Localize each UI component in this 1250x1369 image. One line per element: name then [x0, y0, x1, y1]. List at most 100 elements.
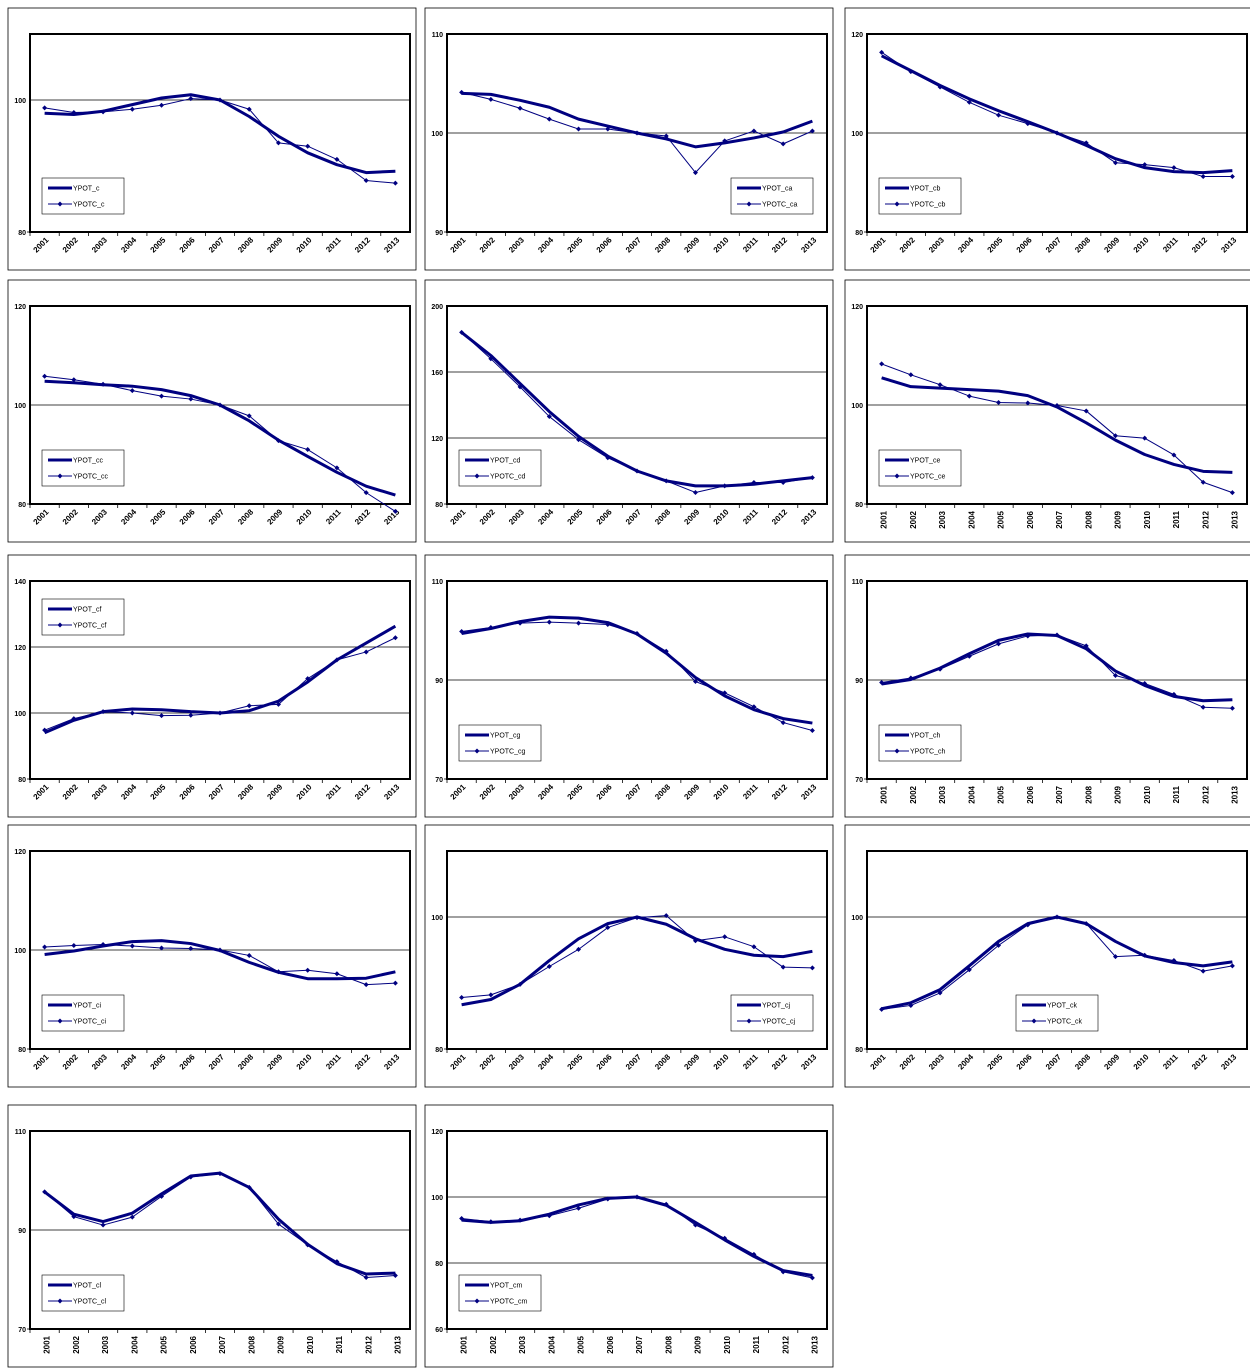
panel-border — [424, 554, 834, 818]
point-marker — [576, 946, 582, 952]
x-tick-label: 2006 — [1026, 510, 1035, 528]
x-tick-label: 2011 — [1172, 510, 1181, 528]
x-tick-label: 2002 — [909, 785, 918, 803]
plot-frame — [29, 850, 411, 1050]
point-marker — [1083, 921, 1089, 927]
point-marker — [1200, 479, 1206, 485]
panel-border — [844, 279, 1250, 543]
x-tick-label: 2008 — [664, 1335, 673, 1353]
point-marker — [1054, 632, 1060, 638]
plot-frame — [866, 33, 1248, 233]
point-marker — [692, 678, 698, 684]
legend: YPOT_cg YPOTC_cg — [458, 724, 542, 762]
point-marker — [751, 944, 757, 950]
point-marker — [246, 413, 252, 419]
point-marker — [1025, 121, 1031, 127]
point-marker — [1200, 174, 1206, 180]
legend-label: YPOTC_ci — [73, 1019, 107, 1026]
point-marker — [1025, 633, 1031, 639]
legend: YPOT_cm YPOTC_cm — [458, 1274, 542, 1312]
legend: YPOT_cl YPOTC_cl — [41, 1274, 125, 1312]
point-marker — [1112, 433, 1118, 439]
y-tick-label: 110 — [852, 579, 863, 586]
panel-border — [844, 824, 1250, 1088]
point-marker — [217, 710, 223, 716]
y-tick-label: 80 — [18, 230, 26, 237]
y-tick-label: 110 — [432, 579, 443, 586]
y-tick-label: 100 — [431, 915, 443, 922]
y-tick-label: 80 — [435, 1047, 443, 1054]
point-marker — [217, 402, 223, 408]
legend: YPOT_ca YPOTC_ca — [730, 177, 814, 215]
x-tick-label: 2009 — [1114, 510, 1123, 528]
legend-label: YPOT_ck — [1047, 1003, 1077, 1010]
point-marker — [1112, 673, 1118, 679]
y-tick-label: 110 — [15, 1129, 26, 1136]
x-tick-label: 2009 — [277, 1335, 286, 1353]
point-marker — [546, 116, 552, 122]
point-marker — [159, 393, 165, 399]
y-tick-label: 100 — [431, 1195, 443, 1202]
legend: YPOT_ck YPOTC_ck — [1015, 994, 1099, 1032]
y-tick-label: 120 — [14, 304, 26, 311]
point-marker — [488, 1219, 494, 1225]
point-marker — [937, 666, 943, 672]
point-marker — [71, 1214, 77, 1220]
x-tick-label: 2004 — [547, 1335, 556, 1353]
point-marker — [722, 138, 728, 144]
point-marker — [809, 475, 815, 481]
point-marker — [908, 675, 914, 681]
point-marker — [879, 361, 885, 367]
y-tick-label: 120 — [851, 32, 863, 39]
point-marker — [1083, 408, 1089, 414]
point-marker — [217, 97, 223, 103]
legend: YPOT_ch YPOTC_ch — [878, 724, 962, 762]
point-marker — [517, 620, 523, 626]
x-tick-label: 2005 — [160, 1335, 169, 1353]
y-tick-label: 80 — [18, 777, 26, 784]
point-marker — [246, 106, 252, 112]
point-marker — [605, 1196, 611, 1202]
x-tick-label: 2013 — [810, 1335, 819, 1353]
point-marker — [305, 1242, 311, 1248]
legend-box — [878, 449, 962, 487]
x-tick-label: 2002 — [909, 510, 918, 528]
y-tick-label: 80 — [18, 1047, 26, 1054]
point-marker — [809, 1275, 815, 1281]
point-marker — [1142, 162, 1148, 168]
panel-border — [7, 7, 417, 271]
y-tick-label: 120 — [14, 645, 26, 652]
legend-label: YPOTC_cb — [910, 202, 946, 209]
point-marker — [1054, 914, 1060, 920]
legend-marker — [474, 473, 480, 479]
point-marker — [129, 943, 135, 949]
x-tick-label: 2010 — [1143, 510, 1152, 528]
plot-frame — [446, 1130, 828, 1330]
x-tick-label: 2009 — [1114, 785, 1123, 803]
point-marker — [129, 388, 135, 394]
x-tick-label: 2004 — [130, 1335, 139, 1353]
legend-marker — [894, 473, 900, 479]
point-marker — [576, 620, 582, 626]
panel-border — [424, 1104, 834, 1368]
legend-label: YPOT_cm — [490, 1283, 522, 1290]
point-marker — [517, 1217, 523, 1223]
point-marker — [966, 99, 972, 105]
legend-label: YPOT_ce — [910, 458, 940, 465]
plot-frame — [866, 305, 1248, 505]
point-marker — [392, 1273, 398, 1279]
legend-label: YPOTC_cl — [73, 1299, 107, 1306]
point-marker — [517, 384, 523, 390]
point-marker — [546, 414, 552, 420]
x-tick-label: 2008 — [1084, 785, 1093, 803]
point-marker — [246, 952, 252, 958]
point-marker — [908, 69, 914, 75]
y-tick-label: 120 — [851, 304, 863, 311]
legend-label: YPOTC_ck — [1047, 1019, 1083, 1026]
point-marker — [663, 133, 669, 139]
